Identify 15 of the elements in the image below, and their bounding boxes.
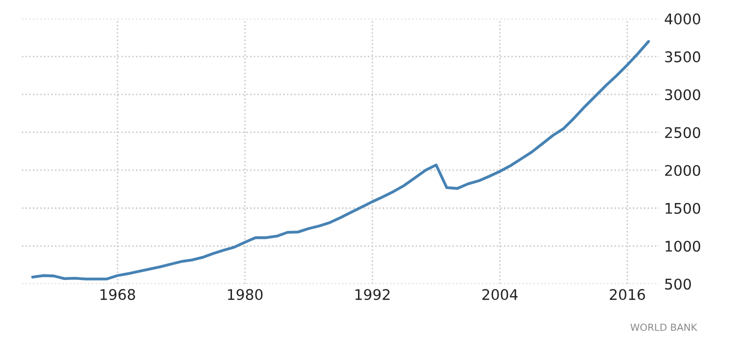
- x-tick-label: 2016: [610, 289, 645, 300]
- y-tick-label: 3000: [665, 89, 700, 100]
- y-tick-label: 3500: [665, 51, 700, 62]
- y-tick-label: 4000: [664, 13, 700, 24]
- x-tick-label: 1968: [100, 289, 136, 300]
- y-tick-label: 500: [665, 278, 691, 290]
- y-tick-label: 2000: [665, 164, 700, 176]
- text: WORLD BANK: [630, 324, 698, 331]
- x-tick-label: 2004: [482, 289, 518, 300]
- y-tick-label: 2500: [665, 127, 700, 138]
- y-tick-label: 1500: [666, 202, 700, 214]
- line-series: [31, 40, 650, 280]
- x-tick-label: 1992: [355, 289, 390, 300]
- y-tick-label: 1000: [666, 240, 700, 252]
- x-tick-label: 1980: [228, 289, 263, 300]
